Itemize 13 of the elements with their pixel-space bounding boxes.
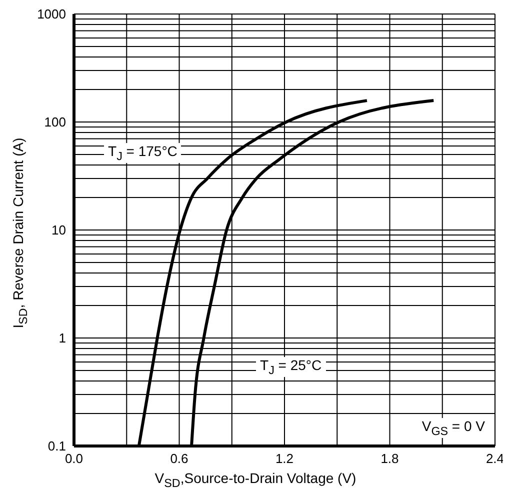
annotation: T$_{J}$ = 175°C <box>104 143 182 163</box>
x-tick-label: 1.2 <box>275 451 294 466</box>
y-tick-label: 10 <box>52 222 66 238</box>
x-axis-title: V$_{SD}$,Source-to-Drain Voltage (V) <box>154 470 358 490</box>
annotation: V$_{GS}$ = 0 V <box>418 418 489 438</box>
x-tick-label: 0.0 <box>64 451 84 466</box>
y-tick-label: 1000 <box>37 6 66 22</box>
y-tick-label: 100 <box>44 114 66 130</box>
y-tick-label: 0.1 <box>48 438 66 454</box>
y-tick-label: 1 <box>58 330 66 346</box>
x-tick-label: 1.8 <box>380 451 399 466</box>
x-tick-label: 0.6 <box>170 451 188 466</box>
annotation: T$_{J}$ = 25°C <box>256 357 326 377</box>
